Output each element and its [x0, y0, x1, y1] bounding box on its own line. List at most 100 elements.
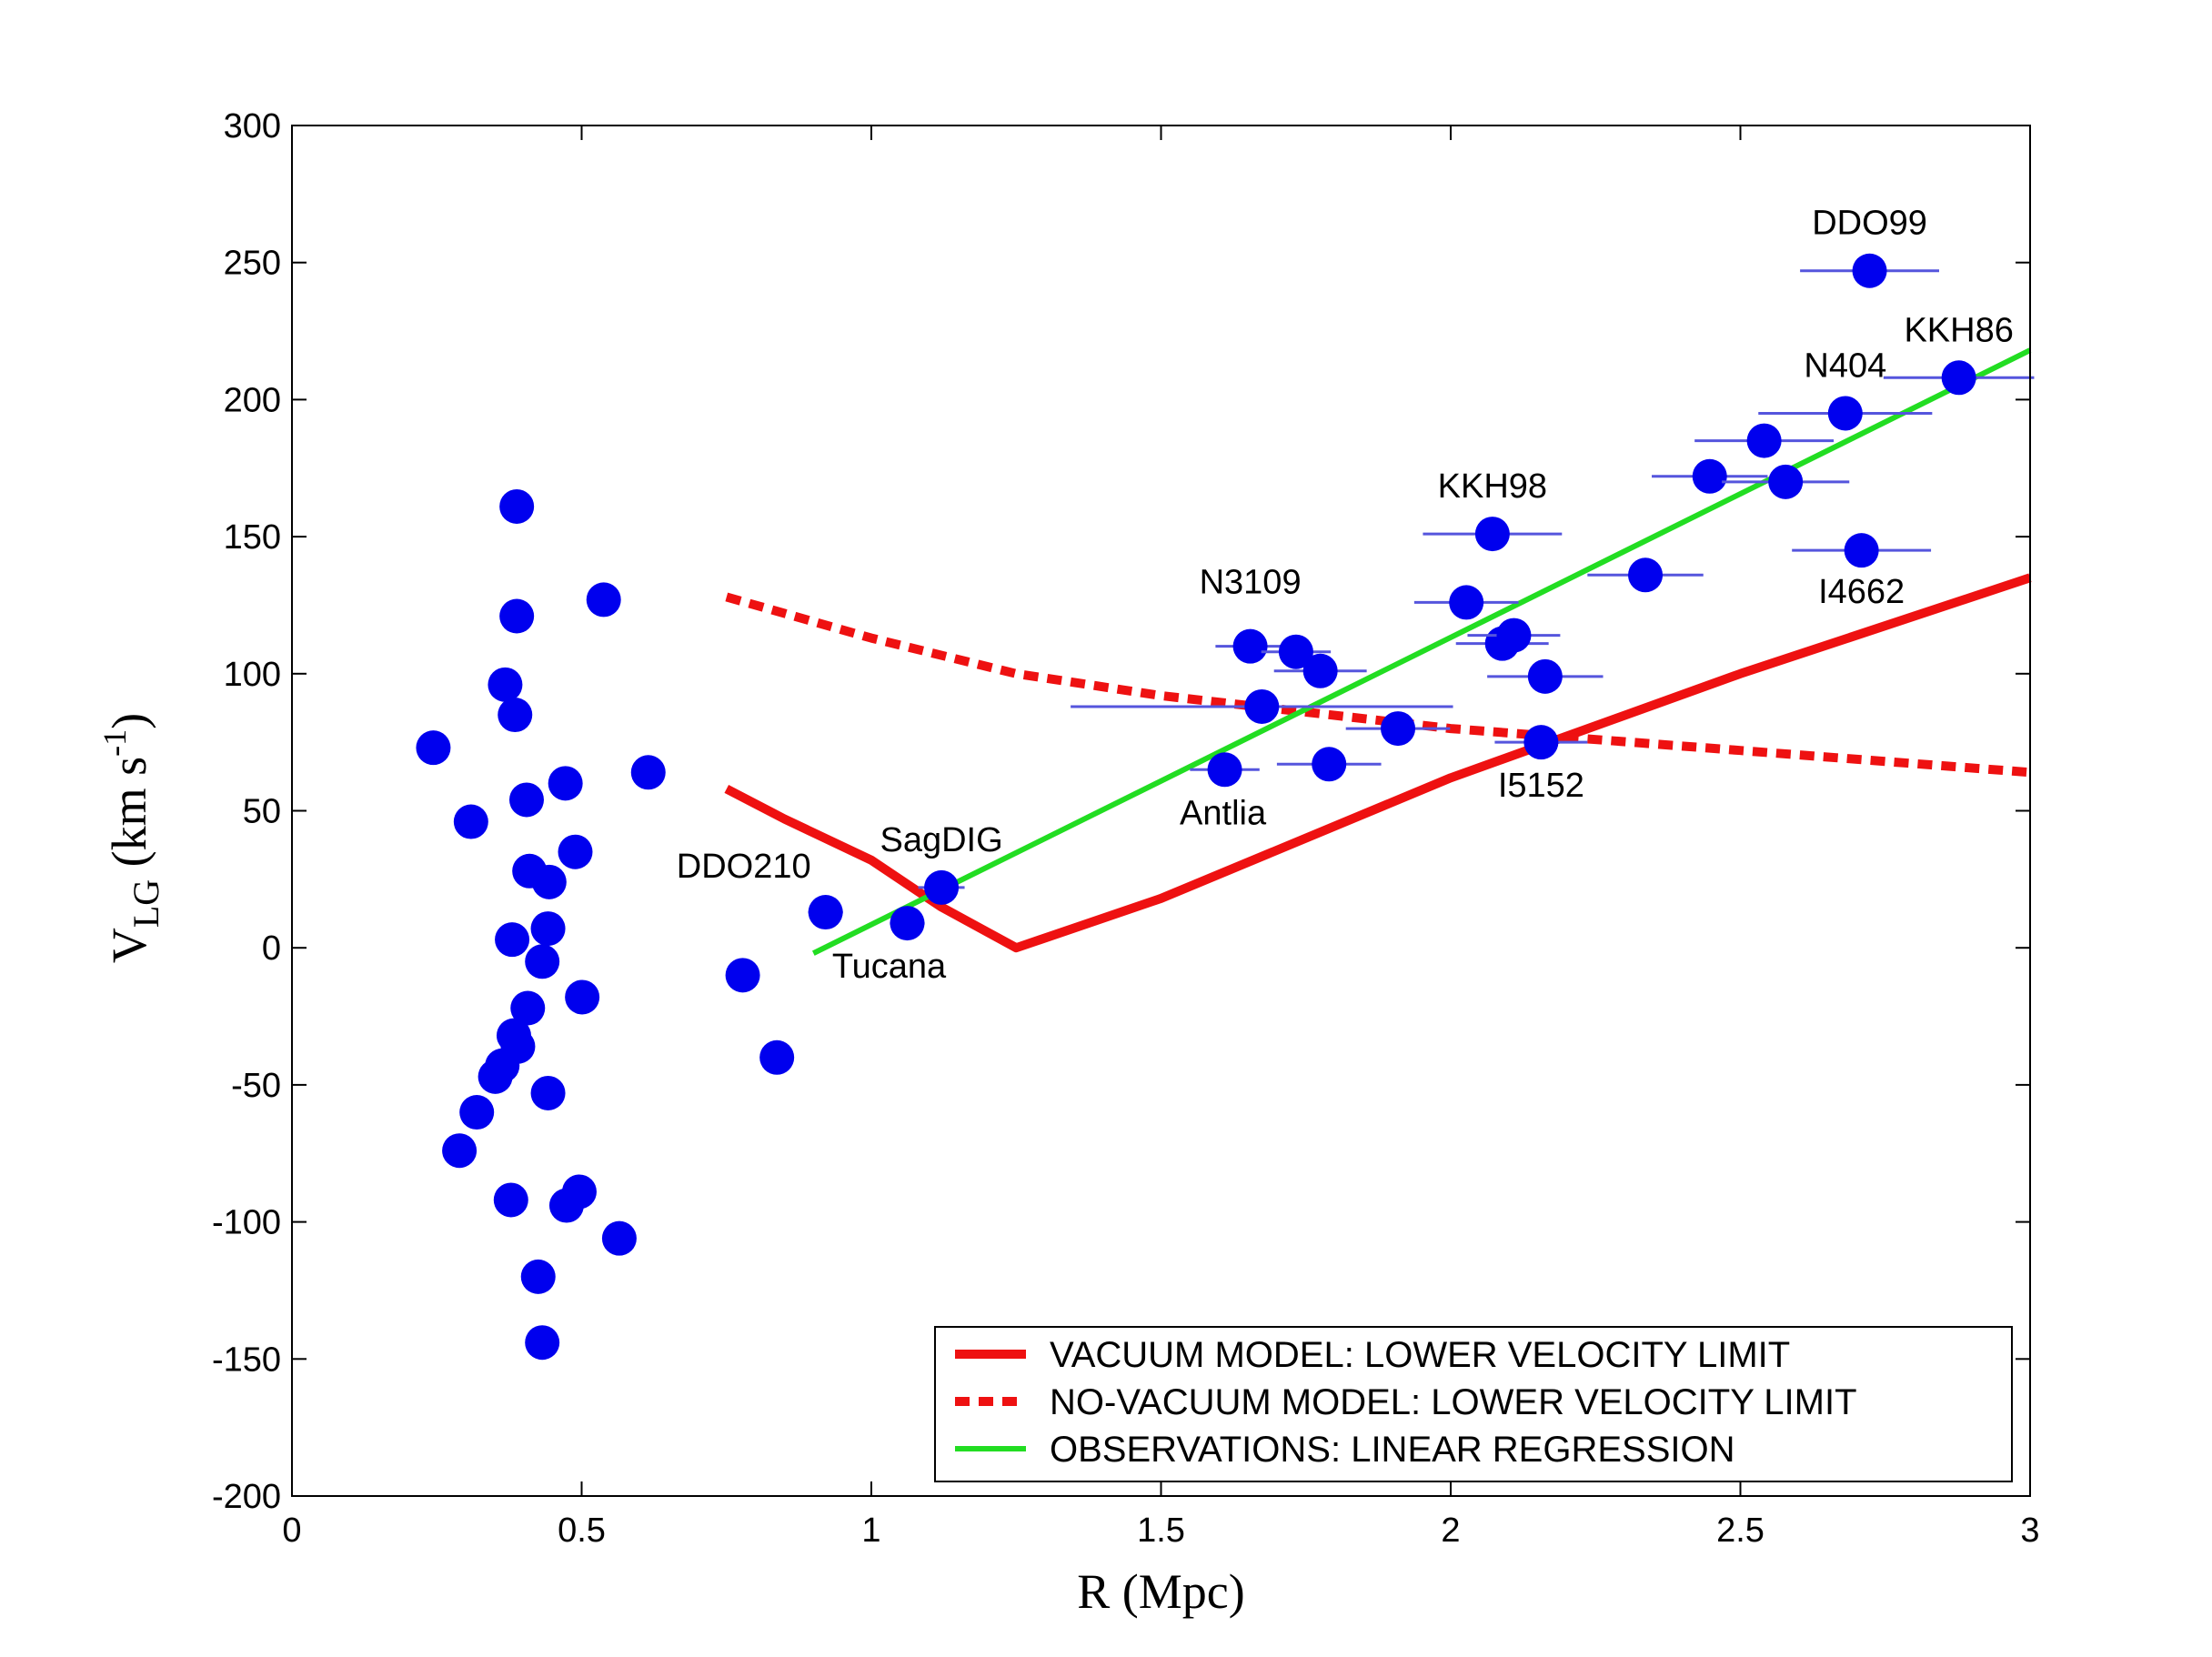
y-label-units: (km s — [102, 757, 156, 879]
y-axis-label: VLG (km s-1) — [96, 713, 166, 963]
data-point — [1207, 752, 1242, 788]
x-tick-label: 3 — [2020, 1511, 2039, 1550]
no-vacuum-model-line — [725, 592, 2031, 778]
data-point — [530, 1075, 566, 1110]
data-point — [1474, 517, 1510, 552]
y-label-sub: LG — [126, 879, 166, 928]
data-point — [1381, 711, 1416, 747]
data-point — [510, 990, 546, 1026]
axes: 0 0.5 1 1.5 2 2.5 3 -200 -150 -100 -50 0 50 100 150 200… — [212, 107, 2040, 1550]
point-label: I4662 — [1818, 573, 1905, 611]
y-tick-label: 0 — [262, 929, 281, 968]
data-point — [1746, 423, 1782, 458]
data-point — [1941, 360, 1976, 396]
data-point — [808, 895, 843, 930]
data-point — [759, 1039, 795, 1075]
data-point — [548, 766, 583, 801]
x-tick-label: 0.5 — [558, 1511, 606, 1550]
y-tick-label: 150 — [224, 518, 281, 557]
data-point — [890, 906, 925, 941]
x-tick-label: 0 — [282, 1511, 301, 1550]
y-label-sup: -1 — [96, 729, 133, 757]
legend: VACUUM MODEL: LOWER VELOCITY LIMIT NO-VAC… — [934, 1326, 2013, 1482]
point-label: Antlia — [1180, 794, 1267, 832]
data-point — [1527, 658, 1563, 694]
data-point — [493, 1182, 528, 1218]
x-tick-label: 2.5 — [1716, 1511, 1765, 1550]
y-tick-label: 50 — [243, 793, 281, 831]
y-tick-label: 300 — [224, 107, 281, 146]
data-point — [499, 488, 535, 524]
y-tick-label: -50 — [231, 1067, 281, 1105]
data-point — [1449, 585, 1484, 620]
y-label-close: ) — [102, 713, 156, 729]
data-point — [1827, 396, 1863, 431]
data-point — [565, 979, 600, 1015]
data-point — [530, 911, 566, 947]
data-point — [1628, 557, 1664, 593]
data-point — [488, 667, 523, 702]
data-point — [459, 1095, 495, 1130]
data-point — [453, 804, 488, 839]
point-label: KKH86 — [1904, 311, 2013, 349]
data-point — [1496, 618, 1532, 653]
data-point — [498, 698, 533, 733]
data-point — [1768, 464, 1804, 499]
point-label: I5152 — [1498, 767, 1584, 805]
point-label: DDO210 — [677, 848, 811, 886]
data-point — [586, 582, 621, 618]
data-point — [442, 1133, 478, 1169]
y-tick-label: -150 — [212, 1341, 281, 1379]
y-tick-label: -100 — [212, 1204, 281, 1242]
plot-area: DDO210 Tucana SagDIG Antlia N3109 KKH98 I5152 N… — [416, 205, 2035, 1361]
x-tick-label: 1.5 — [1137, 1511, 1185, 1550]
data-point — [725, 958, 760, 993]
data-point — [416, 730, 451, 766]
point-label: DDO99 — [1812, 205, 1927, 243]
legend-entry: VACUUM MODEL: LOWER VELOCITY LIMIT — [1050, 1335, 1790, 1375]
data-point — [558, 834, 593, 869]
data-point — [525, 944, 560, 979]
data-point — [499, 598, 535, 634]
x-tick-label: 1 — [861, 1511, 880, 1550]
legend-box — [934, 1326, 2013, 1482]
data-point — [520, 1259, 556, 1294]
data-point — [496, 1018, 531, 1053]
legend-entry: NO-VACUUM MODEL: LOWER VELOCITY LIMIT — [1050, 1382, 1857, 1422]
legend-entry: OBSERVATIONS: LINEAR REGRESSION — [1050, 1430, 1735, 1470]
point-label: N404 — [1804, 346, 1886, 385]
data-point — [1692, 458, 1727, 494]
data-point — [1232, 628, 1268, 664]
data-point — [924, 869, 960, 905]
data-point — [1302, 653, 1338, 688]
point-label: Tucana — [832, 948, 947, 986]
data-point — [508, 782, 544, 818]
data-point — [1244, 688, 1280, 724]
vacuum-model-line — [724, 573, 2032, 953]
data-point — [1844, 533, 1879, 568]
y-tick-label: 200 — [224, 381, 281, 419]
y-tick-label: 100 — [224, 656, 281, 694]
y-label-main: V — [102, 928, 156, 963]
data-point — [630, 755, 666, 790]
data-point — [495, 922, 530, 958]
point-label: SagDIG — [880, 821, 1002, 859]
axes-frame — [291, 125, 2031, 1497]
x-axis-label: R (Mpc) — [1077, 1564, 1244, 1619]
data-point — [478, 1059, 513, 1094]
point-label: KKH98 — [1438, 467, 1547, 506]
data-point — [1523, 725, 1559, 760]
data-point — [1852, 253, 1887, 288]
data-point — [531, 864, 567, 899]
data-point — [548, 1188, 584, 1223]
data-point — [1278, 634, 1313, 669]
regression-line — [811, 347, 2032, 956]
y-tick-label: 250 — [224, 245, 281, 283]
data-point — [601, 1220, 637, 1256]
y-tick-label: -200 — [212, 1478, 281, 1516]
data-point — [525, 1325, 560, 1361]
data-point — [1312, 747, 1347, 782]
point-label: N3109 — [1200, 564, 1302, 602]
x-tick-label: 2 — [1441, 1511, 1460, 1550]
